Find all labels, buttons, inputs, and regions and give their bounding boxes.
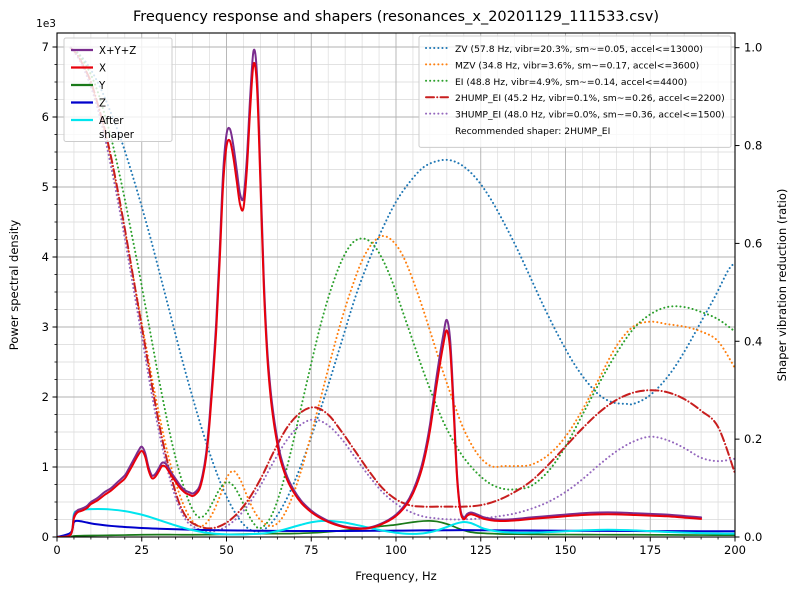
y-tick-label: 4 bbox=[42, 250, 49, 264]
shaper-curve-2hump_ei bbox=[69, 46, 735, 530]
legend-label: Z bbox=[99, 99, 106, 110]
x-tick-label: 0 bbox=[53, 543, 60, 557]
shaper-legend-box bbox=[418, 35, 732, 148]
y-axis-label-right: Shaper vibration reduction (ratio) bbox=[775, 189, 789, 382]
psd-legend-box bbox=[63, 37, 173, 142]
shaper-legend-label: 2HUMP_EI (45.2 Hz, vibr=0.1%, sm~=0.26, … bbox=[455, 93, 725, 104]
y-tick-label-right: 1.0 bbox=[744, 41, 762, 55]
x-tick-label: 125 bbox=[470, 543, 492, 557]
recommended-shaper-note: Recommended shaper: 2HUMP_EI bbox=[455, 126, 610, 137]
legend-label: X+Y+Z bbox=[99, 46, 136, 57]
y-tick-label: 1 bbox=[42, 460, 49, 474]
psd-curve-after-shaper bbox=[57, 508, 735, 537]
x-tick-label: 25 bbox=[134, 543, 149, 557]
legend-label: Y bbox=[98, 81, 106, 92]
x-tick-label: 175 bbox=[639, 543, 661, 557]
psd-curve-z bbox=[57, 519, 735, 537]
shaper-legend-label: MZV (34.8 Hz, vibr=3.6%, sm~=0.17, accel… bbox=[455, 60, 699, 71]
shaper-legend-label: 3HUMP_EI (48.0 Hz, vibr=0.0%, sm~=0.36, … bbox=[455, 110, 725, 121]
x-tick-label: 150 bbox=[555, 543, 577, 557]
shaper-curve-mzv bbox=[69, 46, 735, 528]
shaper-legend-label: EI (48.8 Hz, vibr=4.9%, sm~=0.14, accel<… bbox=[455, 77, 687, 88]
legend-label-cont: shaper bbox=[99, 130, 135, 141]
y-tick-label: 6 bbox=[42, 110, 49, 124]
legend-label: After bbox=[99, 116, 124, 127]
y-tick-label: 7 bbox=[42, 40, 49, 54]
axis-ticks bbox=[52, 46, 740, 542]
y-axis-label: Power spectral density bbox=[7, 220, 21, 351]
y-axis-offset-label: 1e3 bbox=[36, 18, 56, 30]
y-tick-label-right: 0.4 bbox=[744, 334, 762, 348]
psd-legend[interactable]: X+Y+Z XYZ After shaper bbox=[63, 37, 173, 142]
y-tick-label-right: 0.0 bbox=[744, 530, 762, 544]
y-tick-label-right: 0.6 bbox=[744, 236, 762, 250]
axis-tick-labels: 0 25 50 75 100 125 150 175 200 0 1 2 3 4 5 6 7 0.0 0.2 0.4 0… bbox=[42, 40, 763, 557]
y-tick-label-right: 0.2 bbox=[744, 432, 762, 446]
legend-label: X bbox=[99, 64, 106, 75]
chart-title: Frequency response and shapers (resonanc… bbox=[133, 9, 659, 25]
psd-curve-y bbox=[57, 520, 735, 537]
shaper-legend[interactable]: ZV (57.8 Hz, vibr=20.3%, sm~=0.05, accel… bbox=[418, 35, 732, 148]
data-series-layer bbox=[57, 46, 735, 537]
y-tick-label-right: 0.8 bbox=[744, 139, 762, 153]
x-axis-label: Frequency, Hz bbox=[355, 569, 436, 583]
shaper-curve-ei bbox=[69, 46, 735, 530]
y-tick-label: 2 bbox=[42, 390, 49, 404]
psd-curve-x bbox=[57, 61, 703, 537]
x-tick-label: 100 bbox=[385, 543, 407, 557]
x-tick-label: 200 bbox=[724, 543, 746, 557]
shaper-legend-label: ZV (57.8 Hz, vibr=20.3%, sm~=0.05, accel… bbox=[455, 44, 703, 55]
shaper-curve-3hump_ei bbox=[69, 46, 735, 533]
y-tick-label: 5 bbox=[42, 180, 49, 194]
x-tick-label: 75 bbox=[304, 543, 319, 557]
x-tick-label: 50 bbox=[219, 543, 234, 557]
y-tick-label: 3 bbox=[42, 320, 49, 334]
y-tick-label: 0 bbox=[42, 530, 49, 544]
